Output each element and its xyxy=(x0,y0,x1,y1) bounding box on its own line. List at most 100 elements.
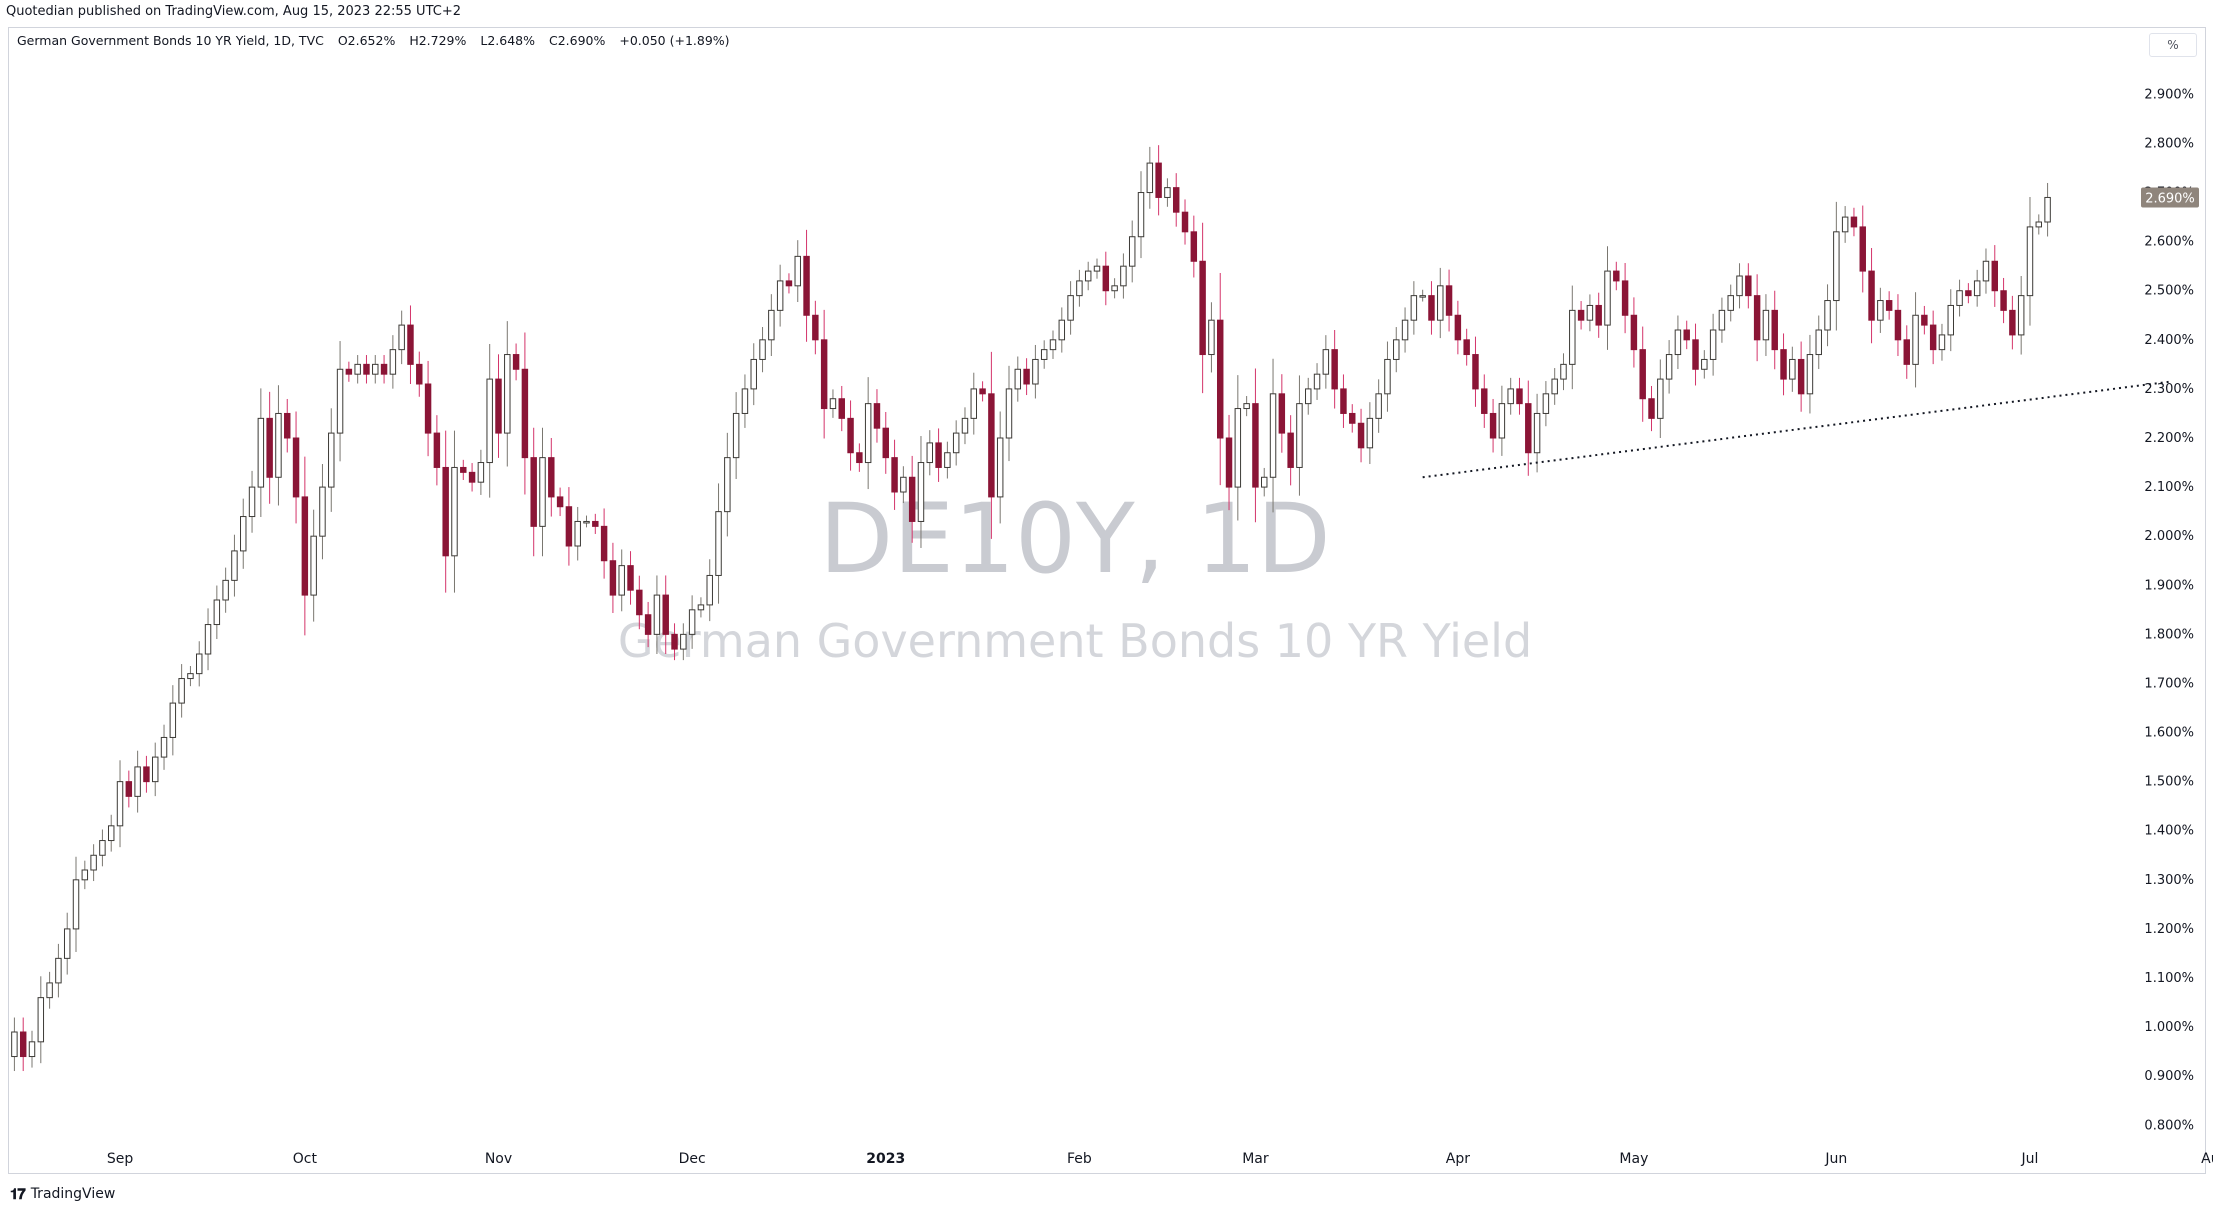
candle-body xyxy=(1797,358,1805,395)
candle-body xyxy=(354,363,361,375)
legend-change: +0.050 (+1.89%) xyxy=(619,33,730,48)
candle-body xyxy=(451,466,458,557)
legend-high: H2.729% xyxy=(409,33,467,48)
candle-body xyxy=(556,496,564,508)
candle-body xyxy=(1806,354,1814,395)
candle-body xyxy=(820,339,828,410)
candle-body xyxy=(741,388,749,414)
candle-body xyxy=(1965,290,1972,297)
y-tick-label: 1.400% xyxy=(2144,824,2194,839)
candle-body xyxy=(1331,349,1338,390)
candle-body xyxy=(1912,314,1919,365)
candle-body xyxy=(1445,285,1453,316)
candle-body xyxy=(1137,192,1145,238)
candle-body xyxy=(169,702,177,738)
candle-body xyxy=(1850,216,1858,228)
candle-body xyxy=(671,633,678,650)
y-tick-label: 1.700% xyxy=(2144,676,2194,691)
candle-body xyxy=(900,476,907,493)
candle-body xyxy=(1789,358,1796,380)
legend-symbol-name: German Government Bonds 10 YR Yield, 1D,… xyxy=(17,33,324,48)
candle-body xyxy=(1613,270,1620,282)
candle-body xyxy=(310,535,317,596)
y-tick-label: 1.100% xyxy=(2144,971,2194,986)
candle-body xyxy=(970,388,978,419)
candle-body xyxy=(944,452,951,468)
candle-body xyxy=(1489,412,1497,439)
candle-body xyxy=(1032,358,1039,385)
candle-body xyxy=(266,417,273,478)
candle-body xyxy=(1577,309,1585,321)
candle-body xyxy=(1357,422,1365,449)
candle-body xyxy=(1542,393,1550,414)
candle-body xyxy=(935,442,942,468)
candle-body xyxy=(688,609,696,635)
candle-body xyxy=(248,486,256,518)
candle-body xyxy=(961,417,969,434)
candle-body xyxy=(2009,309,2016,336)
legend-low: L2.648% xyxy=(480,33,536,48)
candle-body xyxy=(1454,314,1462,341)
candle-body xyxy=(539,457,546,527)
brand-label: TradingView xyxy=(30,1186,116,1202)
candle-body xyxy=(495,378,502,434)
candle-body xyxy=(433,432,441,468)
candle-body xyxy=(873,403,881,429)
candle-body xyxy=(988,393,995,498)
candle-body xyxy=(504,354,511,434)
y-tick-label: 1.200% xyxy=(2144,922,2194,937)
candle-body xyxy=(1956,290,1963,306)
y-tick-label: 2.000% xyxy=(2144,529,2194,544)
candle-body xyxy=(724,457,731,513)
x-tick-label: Mar xyxy=(1242,1151,1269,1167)
candle-body xyxy=(1190,231,1198,262)
candle-body xyxy=(1261,476,1268,488)
candle-body xyxy=(301,496,309,596)
candle-body xyxy=(908,476,916,522)
candle-body xyxy=(732,412,740,459)
x-tick-label: May xyxy=(1619,1151,1648,1167)
y-tick-label: 1.500% xyxy=(2144,775,2194,790)
candle-body xyxy=(926,442,934,464)
candle-body xyxy=(99,840,106,856)
candle-body xyxy=(803,255,810,316)
candle-body xyxy=(697,604,705,611)
symbol-watermark: DE10Y, 1D German Government Bonds 10 YR … xyxy=(618,483,1532,668)
candle-body xyxy=(1780,349,1787,380)
candle-body xyxy=(1982,260,1990,282)
candle-body xyxy=(1824,300,1831,331)
candle-body xyxy=(882,427,889,459)
legend-open: O2.652% xyxy=(337,33,396,48)
candle-body xyxy=(1885,300,1893,311)
candle-body xyxy=(1841,216,1849,233)
candle-body xyxy=(952,432,960,454)
candle-body xyxy=(1093,265,1101,272)
watermark-symbol: DE10Y, 1D xyxy=(819,483,1330,595)
candle-body xyxy=(794,255,801,287)
candle-body xyxy=(1551,378,1558,395)
x-tick-label: Jul xyxy=(2021,1151,2039,1167)
candle-body xyxy=(222,579,229,601)
x-tick-label: Nov xyxy=(485,1151,512,1167)
chart-pane[interactable] xyxy=(8,27,2206,1174)
candle-body xyxy=(2035,221,2043,228)
candle-body xyxy=(55,957,62,984)
tradingview-brand[interactable]: 𝟏𝟕 TradingView xyxy=(10,1185,115,1203)
candle-body xyxy=(1278,393,1286,434)
candle-body xyxy=(424,383,432,434)
candle-body xyxy=(328,432,335,488)
candle-body xyxy=(609,560,617,596)
price-axis[interactable]: 2.900%2.800%2.700%2.600%2.500%2.400%2.30… xyxy=(2144,87,2194,1133)
candle-body xyxy=(1040,349,1048,360)
candle-body xyxy=(1833,231,1840,302)
watermark-description: German Government Bonds 10 YR Yield xyxy=(618,614,1532,668)
percent-scale-button[interactable]: % xyxy=(2149,33,2197,57)
candle-body xyxy=(1859,226,1866,272)
candle-body xyxy=(1120,265,1127,287)
candle-body xyxy=(1877,300,1884,321)
candle-body xyxy=(1305,388,1312,405)
y-tick-label: 2.500% xyxy=(2144,284,2194,299)
time-axis[interactable]: Sep Oct Nov Dec 2023 Feb Mar Apr May Jun Jul Aug xyxy=(107,1151,2213,1167)
candle-body xyxy=(1023,368,1030,385)
